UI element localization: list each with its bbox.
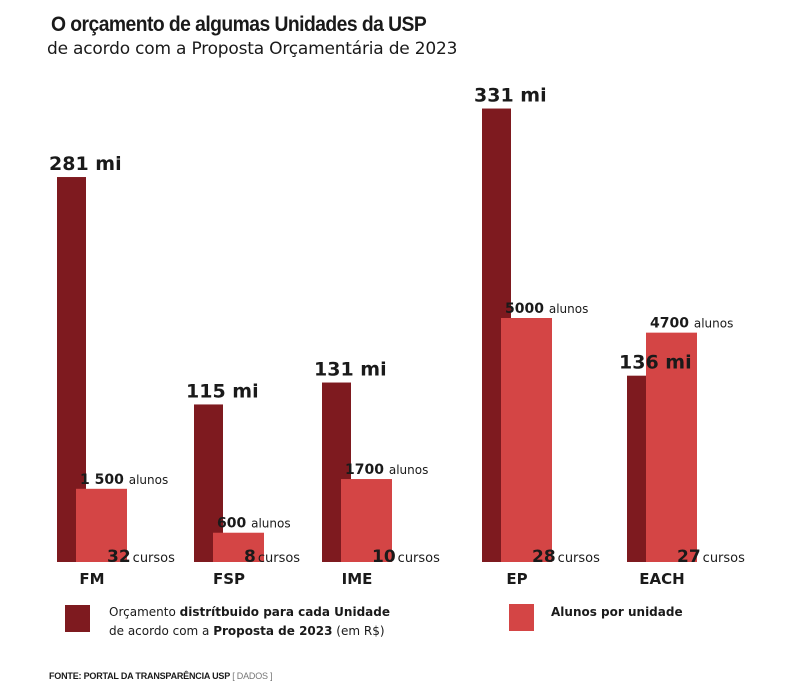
label-budget-ime: 131 mi xyxy=(314,359,387,381)
category-label-fsp: FSP xyxy=(213,570,245,588)
label-students-ime: 1700 alunos xyxy=(345,462,428,478)
legend-swatch-students xyxy=(509,604,534,631)
legend-label-students: Alunos por unidade xyxy=(551,605,683,619)
category-label-each: EACH xyxy=(639,570,684,588)
label-budget-ep: 331 mi xyxy=(474,85,547,107)
label-courses-fm: 32 cursos xyxy=(107,547,175,567)
category-label-ep: EP xyxy=(506,570,527,588)
legend-label-budget: Orçamento distrítbuido para cada Unidade… xyxy=(109,605,390,638)
chart-subtitle: de acordo com a Proposta Orçamentária de… xyxy=(47,39,458,59)
legend-swatch-budget xyxy=(65,605,90,632)
label-courses-fsp: 8 cursos xyxy=(244,547,300,567)
label-budget-fm: 281 mi xyxy=(49,153,122,175)
bar-students-ep xyxy=(501,318,552,562)
chart-title: O orçamento de algumas Unidades da USP xyxy=(51,13,427,36)
label-students-fsp: 600 alunos xyxy=(217,516,291,532)
label-students-each: 4700 alunos xyxy=(650,316,733,332)
bar-students-each xyxy=(646,332,697,562)
source-note: FONTE: PORTAL DA TRANSPARÊNCIA USP [ DAD… xyxy=(49,671,273,681)
label-budget-each: 136 mi xyxy=(619,352,692,374)
label-courses-each: 27 cursos xyxy=(677,547,745,567)
bar-students-fsp xyxy=(213,532,264,562)
label-budget-fsp: 115 mi xyxy=(186,380,259,402)
label-students-ep: 5000 alunos xyxy=(505,301,588,317)
category-label-fm: FM xyxy=(79,570,104,588)
label-courses-ime: 10 cursos xyxy=(372,547,440,567)
bar-students-fm xyxy=(76,488,127,562)
label-courses-ep: 28 cursos xyxy=(532,547,600,567)
label-students-fm: 1 500 alunos xyxy=(80,472,168,488)
category-label-ime: IME xyxy=(342,570,373,588)
bar-students-ime xyxy=(341,479,392,562)
